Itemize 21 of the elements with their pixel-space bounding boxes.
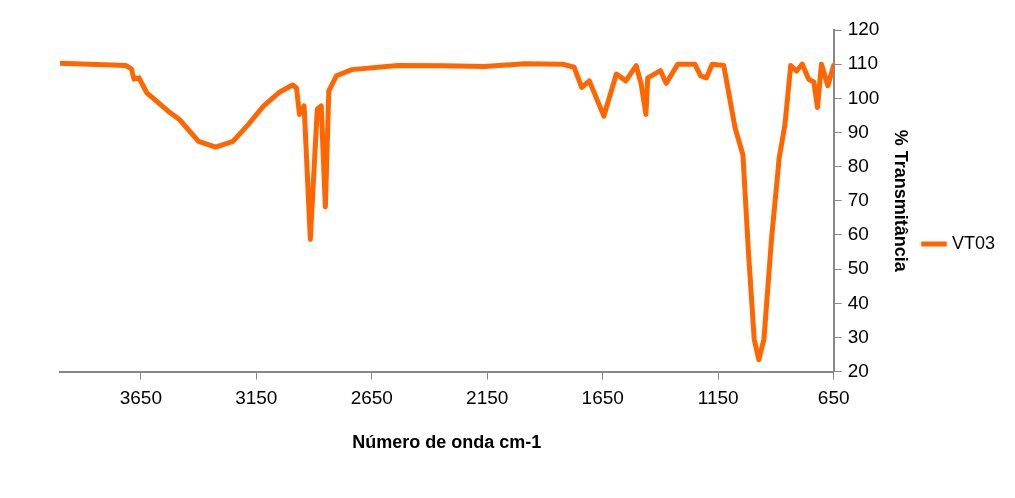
x-tick-label: 1650: [581, 387, 624, 409]
y-tick-label: 60: [847, 223, 869, 245]
y-tick-label: 80: [847, 154, 869, 176]
x-tick-label: 3150: [235, 387, 278, 409]
legend-label: VT03: [951, 232, 996, 253]
x-axis-title: Número de onda cm-1: [352, 432, 542, 453]
y-tick-label: 30: [847, 325, 869, 347]
y-axis-title: % Transmitância: [891, 129, 912, 273]
x-tick-label: 650: [817, 387, 850, 409]
y-tick-label: 40: [847, 291, 869, 313]
y-tick-label: 90: [847, 120, 869, 142]
x-tick-label: 2150: [466, 387, 509, 409]
y-tick-label: 50: [847, 257, 869, 279]
y-tick-label: 110: [847, 52, 878, 74]
x-tick-label: 3650: [119, 387, 162, 409]
y-tick-label: 120: [847, 18, 880, 40]
y-tick-label: 100: [847, 86, 880, 108]
y-tick-label: 70: [847, 189, 869, 211]
x-tick-label: 2650: [350, 387, 393, 409]
y-tick-label: 20: [847, 359, 869, 381]
x-tick-label: 1150: [697, 387, 739, 409]
